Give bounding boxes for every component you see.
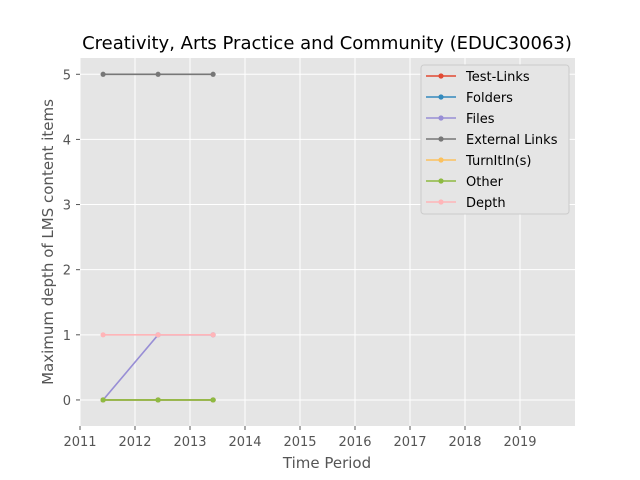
legend-label: Depth (466, 196, 506, 211)
legend-swatch-marker (438, 73, 444, 79)
legend-item: External Links (426, 133, 558, 148)
legend-item: Folders (426, 91, 513, 106)
series-other (100, 397, 216, 403)
x-tick-label: 2019 (503, 435, 536, 450)
legend-swatch-marker (438, 199, 444, 205)
legend-item: TurnItIn(s) (426, 154, 531, 169)
data-point (210, 332, 216, 338)
y-tick-label: 1 (63, 329, 71, 344)
x-tick-label: 2015 (283, 435, 316, 450)
legend-swatch-marker (438, 157, 444, 163)
y-tick-label: 3 (63, 199, 71, 214)
legend-label: Files (466, 112, 495, 127)
legend: Test-Links Folders Files External Links Turn… (420, 64, 570, 215)
data-point (100, 71, 106, 77)
legend-swatch-marker (438, 178, 444, 184)
data-point (155, 71, 161, 77)
legend-label: Other (466, 175, 504, 190)
chart-title: Creativity, Arts Practice and Community … (82, 33, 572, 54)
legend-label: Folders (466, 91, 513, 106)
y-tick-label: 4 (63, 133, 71, 148)
x-tick-label: 2012 (118, 435, 151, 450)
legend-item: Other (426, 175, 504, 190)
legend-swatch-marker (438, 136, 444, 142)
data-point (100, 332, 106, 338)
legend-item: Files (426, 112, 495, 127)
x-axis-ticks: 2011 2012 2013 2014 2015 2016 2017 2018 2019 (63, 426, 537, 450)
x-tick-label: 2016 (338, 435, 371, 450)
data-point (210, 71, 216, 77)
x-tick-label: 2014 (228, 435, 261, 450)
y-tick-label: 5 (63, 68, 71, 83)
x-axis-label: Time Period (282, 454, 371, 472)
y-tick-label: 0 (63, 394, 71, 409)
data-point (155, 332, 161, 338)
x-tick-label: 2017 (393, 435, 426, 450)
series-depth (100, 332, 216, 338)
x-tick-label: 2018 (448, 435, 481, 450)
legend-swatch-marker (438, 94, 444, 100)
x-tick-label: 2011 (63, 435, 96, 450)
legend-label: Test-Links (465, 70, 530, 85)
x-tick-label: 2013 (173, 435, 206, 450)
y-axis-label: Maximum depth of LMS content items (39, 99, 57, 385)
series-layer (100, 71, 216, 403)
series-external-links (100, 71, 216, 77)
legend-item: Test-Links (426, 70, 530, 85)
legend-swatch-marker (438, 115, 444, 121)
data-point (155, 397, 161, 403)
y-tick-label: 2 (63, 264, 71, 279)
legend-item: Depth (426, 196, 506, 211)
data-point (210, 397, 216, 403)
legend-label: External Links (466, 133, 558, 148)
legend-box (420, 64, 570, 215)
data-point (100, 397, 106, 403)
legend-label: TurnItIn(s) (465, 154, 531, 169)
y-axis-ticks: 0 1 2 3 4 5 (63, 68, 80, 409)
